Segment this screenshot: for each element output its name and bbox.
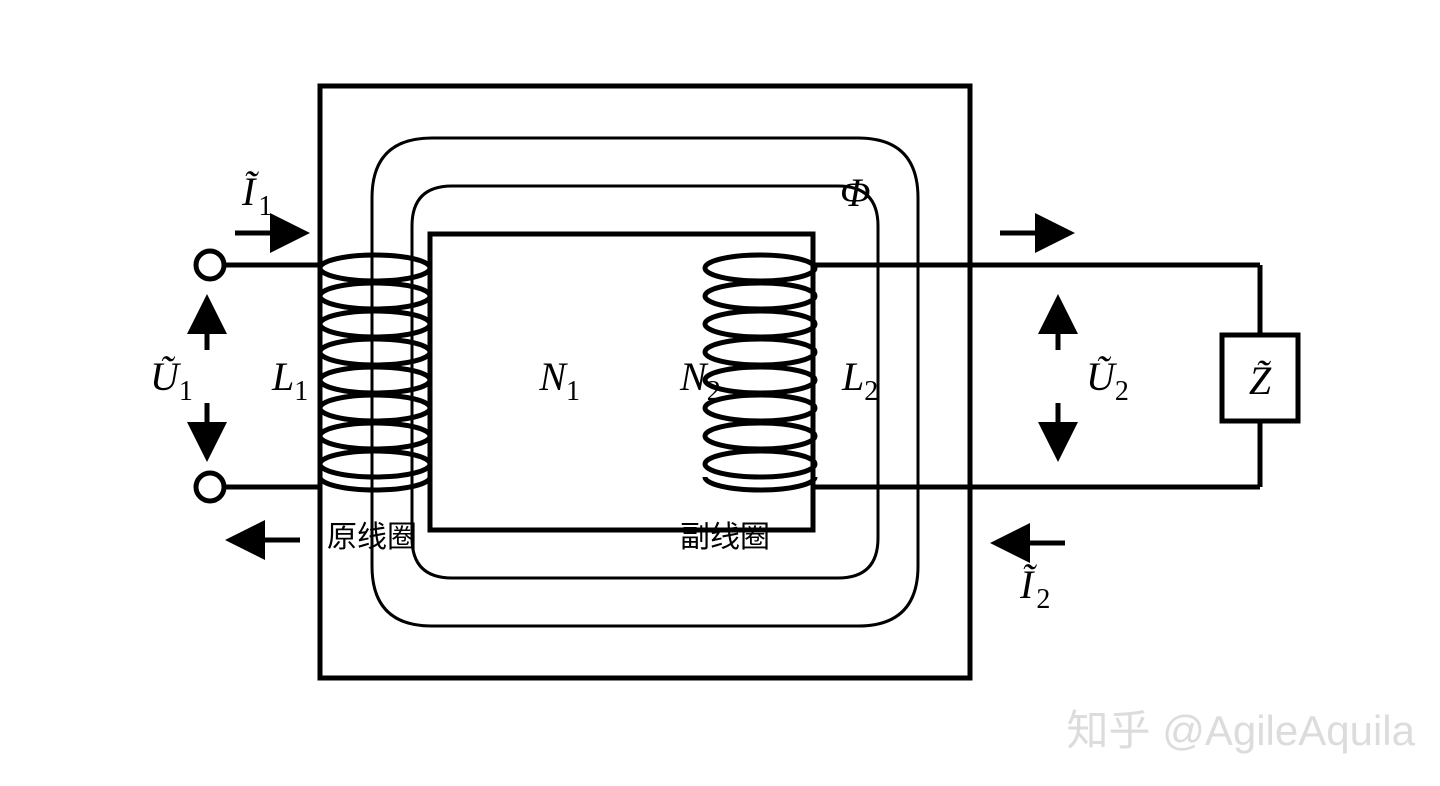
label-N1: N1	[538, 354, 580, 407]
label-U2: Ũ2	[1086, 354, 1129, 407]
label-I2: Ĩ2	[1019, 562, 1050, 615]
flux-line-outer	[372, 138, 918, 626]
label-U1: Ũ1	[150, 354, 193, 407]
label-N2: N2	[679, 354, 721, 407]
label-I1: Ĩ1	[241, 169, 272, 222]
transformer-diagram: Ĩ1 Ĩ2 Ũ1 Ũ2 L1 L2 N1 N2 Φ Z̃	[0, 0, 1440, 786]
label-Z: Z̃	[1249, 358, 1272, 403]
label-primary-coil-cn: 原线圈	[327, 521, 417, 554]
secondary-wiring	[814, 265, 1260, 487]
label-secondary-coil-cn: 副线圈	[680, 521, 770, 554]
label-L1: L1	[271, 354, 308, 407]
watermark: 知乎 @AgileAquila	[1067, 707, 1416, 754]
secondary-coil	[705, 255, 815, 490]
core-inner	[430, 234, 813, 530]
flux-line-inner	[412, 186, 878, 578]
label-L2: L2	[841, 354, 878, 407]
label-Phi: Φ	[840, 170, 870, 215]
